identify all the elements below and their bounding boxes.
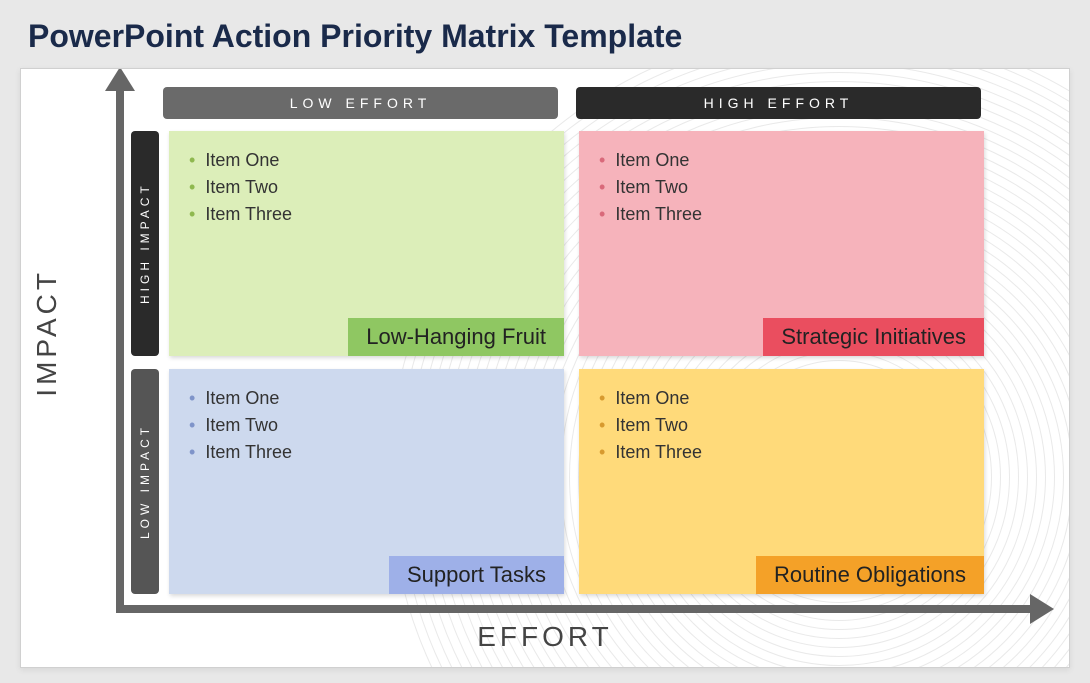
quadrant-label: Support Tasks <box>389 556 564 594</box>
list-item: Item Two <box>599 412 964 439</box>
row-header-low-impact: LOW IMPACT <box>131 369 159 594</box>
list-item: Item Two <box>599 174 964 201</box>
list-item: Item Three <box>189 439 544 466</box>
x-axis <box>116 605 1036 613</box>
list-item: Item One <box>189 385 544 412</box>
matrix-canvas: IMPACT EFFORT LOW EFFORT HIGH EFFORT HIG… <box>20 68 1070 668</box>
column-header-high-effort: HIGH EFFORT <box>576 87 981 119</box>
item-list: Item OneItem TwoItem Three <box>579 369 984 482</box>
item-list: Item OneItem TwoItem Three <box>169 131 564 244</box>
list-item: Item Three <box>599 201 964 228</box>
list-item: Item Three <box>599 439 964 466</box>
y-axis-label: IMPACT <box>31 269 63 397</box>
row-header-high-impact: HIGH IMPACT <box>131 131 159 356</box>
y-axis-arrow-icon <box>105 68 135 91</box>
quadrant-strategic-initiatives: Item OneItem TwoItem Three Strategic Ini… <box>579 131 984 356</box>
quadrant-label: Strategic Initiatives <box>763 318 984 356</box>
list-item: Item Two <box>189 174 544 201</box>
quadrant-support-tasks: Item OneItem TwoItem Three Support Tasks <box>169 369 564 594</box>
list-item: Item Two <box>189 412 544 439</box>
quadrant-label: Low-Hanging Fruit <box>348 318 564 356</box>
quadrant-low-hanging-fruit: Item OneItem TwoItem Three Low-Hanging F… <box>169 131 564 356</box>
list-item: Item One <box>599 147 964 174</box>
list-item: Item One <box>189 147 544 174</box>
x-axis-arrow-icon <box>1030 594 1054 624</box>
quadrant-label: Routine Obligations <box>756 556 984 594</box>
list-item: Item One <box>599 385 964 412</box>
y-axis <box>116 81 124 613</box>
list-item: Item Three <box>189 201 544 228</box>
quadrant-routine-obligations: Item OneItem TwoItem Three Routine Oblig… <box>579 369 984 594</box>
item-list: Item OneItem TwoItem Three <box>169 369 564 482</box>
x-axis-label: EFFORT <box>21 621 1069 653</box>
item-list: Item OneItem TwoItem Three <box>579 131 984 244</box>
page-title: PowerPoint Action Priority Matrix Templa… <box>0 0 1090 65</box>
column-header-low-effort: LOW EFFORT <box>163 87 558 119</box>
